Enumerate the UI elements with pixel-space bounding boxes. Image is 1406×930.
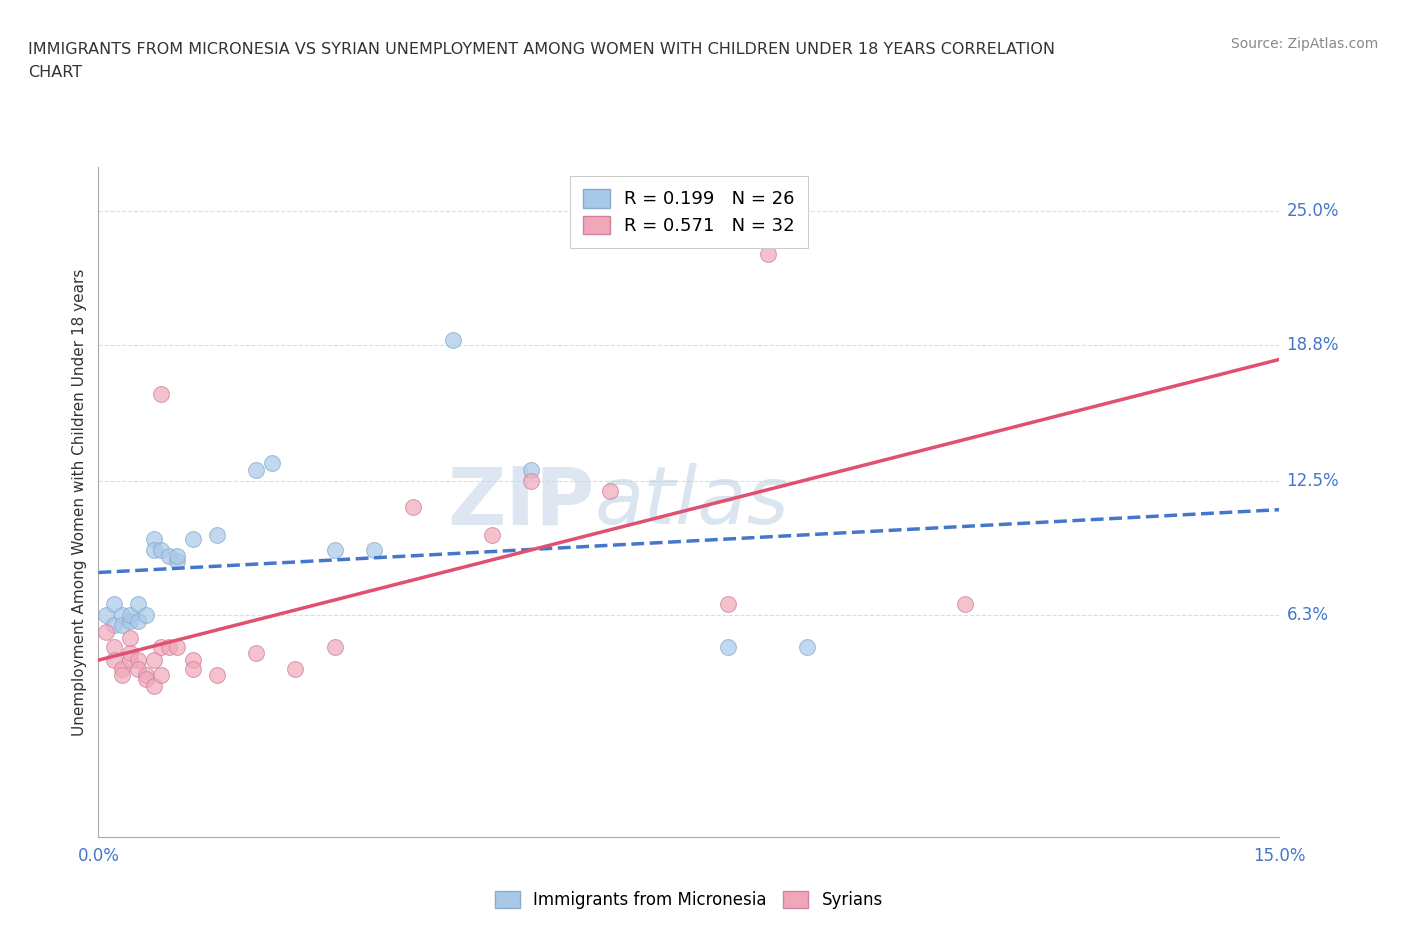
- Point: [181, 661, 204, 676]
- Text: 6.3%: 6.3%: [1286, 605, 1329, 623]
- Point: [118, 653, 141, 668]
- Point: [150, 668, 173, 683]
- Point: [363, 542, 385, 557]
- Point: [181, 653, 204, 668]
- Point: [103, 653, 125, 668]
- Point: [135, 671, 157, 686]
- Point: [166, 549, 188, 564]
- Text: Source: ZipAtlas.com: Source: ZipAtlas.com: [1230, 37, 1378, 51]
- Point: [953, 596, 976, 611]
- Point: [402, 499, 425, 514]
- Point: [520, 473, 543, 488]
- Point: [245, 646, 267, 661]
- Point: [284, 661, 307, 676]
- Point: [520, 462, 543, 477]
- Point: [150, 542, 173, 557]
- Point: [111, 607, 134, 622]
- Point: [717, 596, 740, 611]
- Text: atlas: atlas: [595, 463, 789, 541]
- Point: [96, 624, 118, 639]
- Legend: Immigrants from Micronesia, Syrians: Immigrants from Micronesia, Syrians: [488, 884, 890, 916]
- Text: 25.0%: 25.0%: [1286, 202, 1339, 219]
- Point: [127, 661, 149, 676]
- Text: IMMIGRANTS FROM MICRONESIA VS SYRIAN UNEMPLOYMENT AMONG WOMEN WITH CHILDREN UNDE: IMMIGRANTS FROM MICRONESIA VS SYRIAN UNE…: [28, 42, 1054, 57]
- Point: [111, 618, 134, 632]
- Point: [323, 640, 346, 655]
- Point: [111, 668, 134, 683]
- Point: [127, 596, 149, 611]
- Point: [205, 527, 228, 542]
- Point: [142, 531, 165, 546]
- Point: [135, 607, 157, 622]
- Text: 18.8%: 18.8%: [1286, 336, 1339, 353]
- Point: [103, 596, 125, 611]
- Point: [142, 678, 165, 693]
- Point: [118, 607, 141, 622]
- Point: [142, 542, 165, 557]
- Point: [717, 640, 740, 655]
- Point: [166, 640, 188, 655]
- Point: [118, 614, 141, 629]
- Text: CHART: CHART: [28, 65, 82, 80]
- Text: ZIP: ZIP: [447, 463, 595, 541]
- Point: [205, 668, 228, 683]
- Point: [245, 462, 267, 477]
- Y-axis label: Unemployment Among Women with Children Under 18 years: Unemployment Among Women with Children U…: [72, 269, 87, 736]
- Text: 12.5%: 12.5%: [1286, 472, 1339, 489]
- Point: [127, 614, 149, 629]
- Point: [96, 607, 118, 622]
- Point: [142, 653, 165, 668]
- Point: [181, 531, 204, 546]
- Point: [157, 549, 180, 564]
- Point: [118, 646, 141, 661]
- Point: [481, 527, 503, 542]
- Point: [103, 640, 125, 655]
- Point: [756, 246, 779, 261]
- Point: [166, 553, 188, 568]
- Point: [135, 668, 157, 683]
- Point: [150, 387, 173, 402]
- Point: [599, 484, 621, 498]
- Point: [103, 618, 125, 632]
- Point: [157, 640, 180, 655]
- Point: [796, 640, 818, 655]
- Point: [260, 456, 283, 471]
- Point: [111, 661, 134, 676]
- Point: [127, 653, 149, 668]
- Point: [150, 640, 173, 655]
- Point: [323, 542, 346, 557]
- Point: [118, 631, 141, 645]
- Point: [441, 333, 464, 348]
